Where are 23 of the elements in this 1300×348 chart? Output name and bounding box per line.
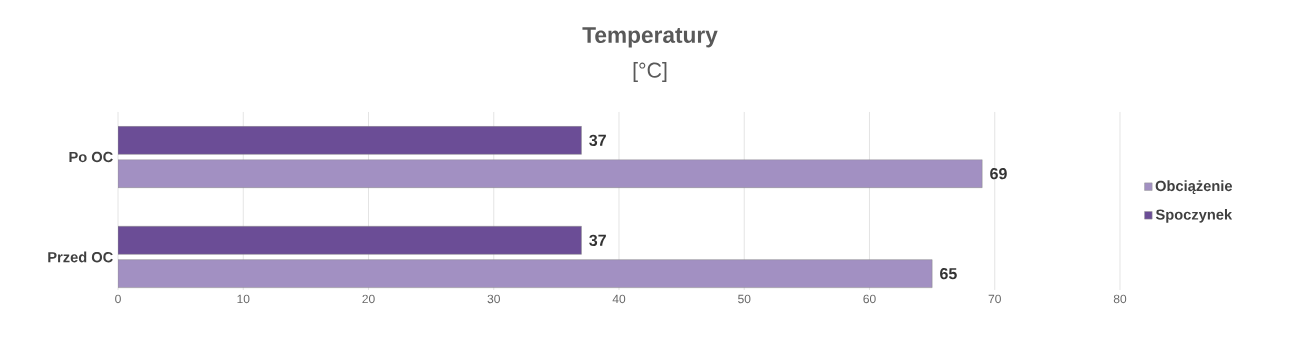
y-tick-label: Przed OC: [48, 251, 113, 263]
bar: [118, 226, 582, 255]
data-label: 37: [589, 134, 606, 147]
bar: [118, 259, 933, 288]
data-label: 69: [990, 168, 1007, 180]
y-tick-label: Po OC: [69, 151, 113, 163]
x-tick-label: 40: [612, 294, 626, 304]
x-tick-label: 80: [1113, 294, 1127, 304]
legend-label: Obciążenie: [1155, 180, 1233, 195]
x-tick-label: 70: [988, 294, 1001, 304]
data-label: 37: [589, 234, 606, 247]
x-tick-label: 10: [237, 294, 250, 304]
x-tick-label: 30: [487, 294, 500, 304]
bar: [118, 126, 582, 155]
data-label: 65: [940, 268, 957, 280]
x-tick-label: 60: [863, 294, 876, 304]
bar: [118, 159, 983, 188]
x-tick-label: 0: [115, 294, 121, 304]
x-tick-label: 50: [738, 294, 751, 304]
x-tick-label: 20: [362, 294, 375, 304]
chart-subtitle: [°C]: [633, 62, 667, 82]
legend-label: Spoczynek: [1155, 208, 1233, 223]
chart-title: Temperatury: [582, 27, 718, 48]
